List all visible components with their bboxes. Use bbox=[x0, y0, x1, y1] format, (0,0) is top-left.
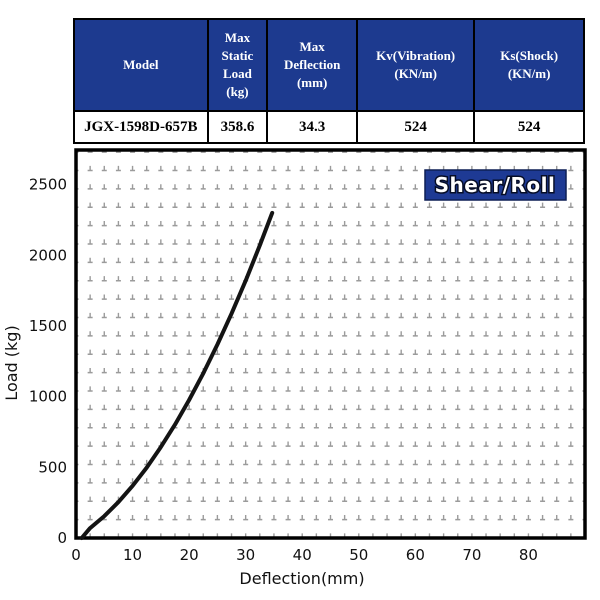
chart-frame bbox=[74, 148, 587, 540]
chart-grid bbox=[76, 150, 585, 538]
x-tick-label: 10 bbox=[123, 546, 142, 564]
x-tick-label: 30 bbox=[236, 546, 255, 564]
header-model: Model bbox=[73, 18, 209, 112]
x-tick-label: 20 bbox=[180, 546, 199, 564]
cell-model: JGX-1598D-657B bbox=[73, 110, 209, 144]
shear-roll-badge bbox=[424, 169, 567, 201]
x-tick-label: 0 bbox=[71, 546, 81, 564]
spec-table-header-row: Model Max Static Load (kg) Max Deflectio… bbox=[73, 18, 585, 112]
y-tick-label: 1500 bbox=[29, 317, 67, 335]
header-max-static-load: Max Static Load (kg) bbox=[206, 18, 269, 112]
spec-table: Model Max Static Load (kg) Max Deflectio… bbox=[73, 18, 585, 144]
x-tick-label: 60 bbox=[406, 546, 425, 564]
chart-tick-labels: 0 10 20 30 40 50 60 70 80 0 500 1000 1500 2000 2500 bbox=[29, 176, 538, 564]
header-ks-shock: Ks(Shock) (KN/m) bbox=[473, 18, 585, 112]
load-deflection-curve bbox=[79, 210, 275, 540]
x-tick-label: 70 bbox=[462, 546, 481, 564]
header-max-deflection: Max Deflection (mm) bbox=[266, 18, 359, 112]
cell-max-deflection: 34.3 bbox=[266, 110, 359, 144]
cell-max-static-load: 358.6 bbox=[206, 110, 269, 144]
cell-ks-shock: 524 bbox=[473, 110, 585, 144]
y-tick-label: 2000 bbox=[29, 246, 67, 264]
header-kv-vibration: Kv(Vibration) (KN/m) bbox=[356, 18, 476, 112]
x-tick-label: 40 bbox=[293, 546, 312, 564]
y-axis-label: Load (kg) bbox=[2, 325, 21, 400]
x-tick-label: 50 bbox=[349, 546, 368, 564]
spec-table-data-row: JGX-1598D-657B 358.6 34.3 524 524 bbox=[73, 110, 585, 144]
x-tick-label: 80 bbox=[519, 546, 538, 564]
cell-kv-vibration: 524 bbox=[356, 110, 476, 144]
y-tick-label: 1000 bbox=[29, 388, 67, 406]
shear-roll-badge-label: Shear/Roll bbox=[435, 173, 556, 197]
y-tick-label: 0 bbox=[57, 529, 67, 547]
x-axis-label: Deflection(mm) bbox=[239, 569, 364, 588]
y-tick-label: 2500 bbox=[29, 176, 67, 194]
y-tick-label: 500 bbox=[38, 458, 67, 476]
